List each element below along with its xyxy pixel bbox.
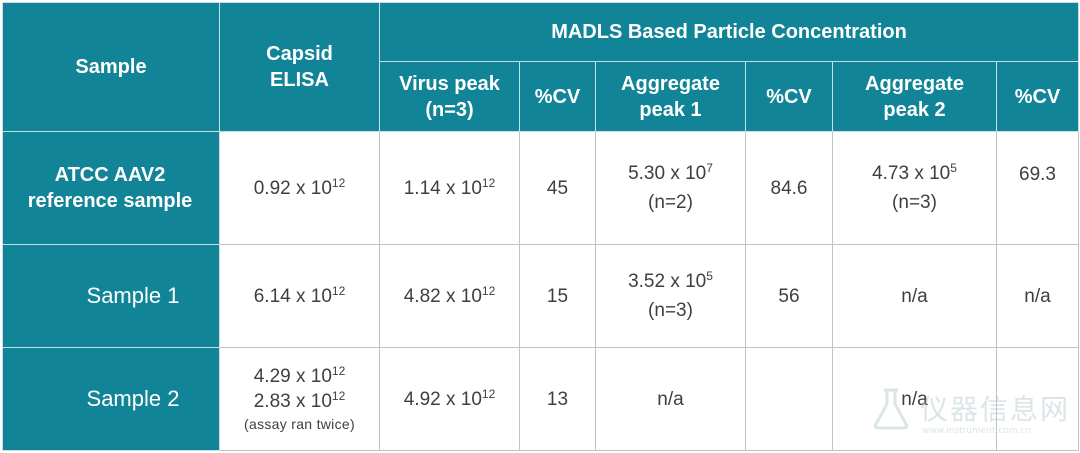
cell-aggregate-2: n/a <box>832 347 997 451</box>
cell-capsid: 0.92 x 1012 <box>219 131 380 245</box>
cell-aggregate-2: n/a <box>832 244 997 348</box>
cell-cv-3: 69.3 <box>996 131 1079 245</box>
cell-cv-1: 45 <box>519 131 596 245</box>
cell-cv-3: n/a <box>996 244 1079 348</box>
row-sample-label: Sample 2 <box>2 347 220 451</box>
cell-virus-peak: 4.92 x 1012 <box>379 347 520 451</box>
cell-aggregate-1: 5.30 x 107 (n=2) <box>595 131 746 245</box>
header-virus-peak: Virus peak (n=3) <box>379 61 520 132</box>
cell-virus-peak: 1.14 x 1012 <box>379 131 520 245</box>
header-cv-3: %CV <box>996 61 1079 132</box>
cell-cv-2: 84.6 <box>745 131 833 245</box>
header-cv-2: %CV <box>745 61 833 132</box>
header-sample: Sample <box>2 2 220 132</box>
header-capsid-elisa: Capsid ELISA <box>219 2 380 132</box>
cell-cv-3 <box>996 347 1079 451</box>
header-cv-1: %CV <box>519 61 596 132</box>
table-row: Sample 2 4.29 x 1012 2.83 x 1012 (assay … <box>2 347 1079 451</box>
cell-cv-1: 13 <box>519 347 596 451</box>
table-row: Sample 1 6.14 x 1012 4.82 x 1012 15 3.52… <box>2 244 1079 348</box>
cell-virus-peak: 4.82 x 1012 <box>379 244 520 348</box>
row-sample-label: ATCC AAV2 reference sample <box>2 131 220 245</box>
header-aggregate-peak-1: Aggregate peak 1 <box>595 61 746 132</box>
cell-aggregate-1: 3.52 x 105 (n=3) <box>595 244 746 348</box>
cell-aggregate-2: 4.73 x 105 (n=3) <box>832 131 997 245</box>
cell-aggregate-1: n/a <box>595 347 746 451</box>
row-sample-label: Sample 1 <box>2 244 220 348</box>
cell-cv-2 <box>745 347 833 451</box>
cell-cv-2: 56 <box>745 244 833 348</box>
header-aggregate-peak-2: Aggregate peak 2 <box>832 61 997 132</box>
cell-cv-1: 15 <box>519 244 596 348</box>
header-madls-group: MADLS Based Particle Concentration <box>379 2 1079 62</box>
cell-capsid: 4.29 x 1012 2.83 x 1012 (assay ran twice… <box>219 347 380 451</box>
table-row: ATCC AAV2 reference sample 0.92 x 1012 1… <box>2 131 1079 245</box>
cell-capsid: 6.14 x 1012 <box>219 244 380 348</box>
